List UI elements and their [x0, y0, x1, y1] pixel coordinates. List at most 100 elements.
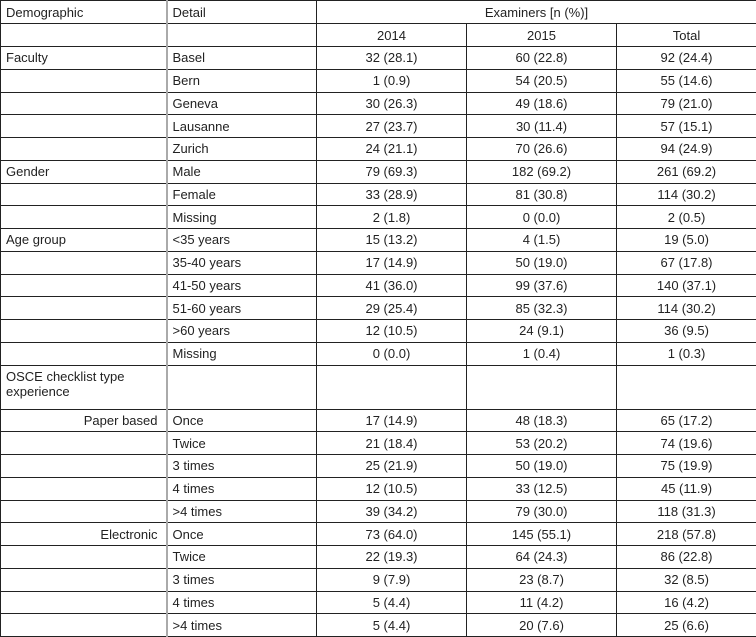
detail-cell: 3 times [167, 455, 317, 478]
group-cell [1, 342, 167, 365]
detail-cell: Lausanne [167, 115, 317, 138]
header-year-row: 2014 2015 Total [1, 24, 756, 47]
value-2014-cell: 12 (10.5) [317, 320, 467, 343]
value-2015-cell: 182 (69.2) [467, 160, 617, 183]
group-cell [1, 138, 167, 161]
table-row: OSCE checklist type experience [1, 365, 756, 409]
total-cell: 45 (11.9) [617, 477, 756, 500]
total-cell: 114 (30.2) [617, 297, 756, 320]
value-2014-cell: 79 (69.3) [317, 160, 467, 183]
total-cell: 19 (5.0) [617, 229, 756, 252]
total-cell: 118 (31.3) [617, 500, 756, 523]
value-2014-cell: 24 (21.1) [317, 138, 467, 161]
value-2015-cell: 48 (18.3) [467, 409, 617, 432]
value-2015-cell: 53 (20.2) [467, 432, 617, 455]
detail-cell: 3 times [167, 568, 317, 591]
value-2014-cell: 21 (18.4) [317, 432, 467, 455]
detail-cell: Female [167, 183, 317, 206]
detail-cell: 51-60 years [167, 297, 317, 320]
total-cell: 75 (19.9) [617, 455, 756, 478]
total-cell: 1 (0.3) [617, 342, 756, 365]
group-cell [1, 320, 167, 343]
value-2014-cell: 9 (7.9) [317, 568, 467, 591]
group-cell [1, 432, 167, 455]
total-cell: 94 (24.9) [617, 138, 756, 161]
group-cell: OSCE checklist type experience [1, 365, 167, 409]
detail-cell: Twice [167, 546, 317, 569]
value-2014-cell: 41 (36.0) [317, 274, 467, 297]
value-2015-cell: 49 (18.6) [467, 92, 617, 115]
value-2014-cell: 33 (28.9) [317, 183, 467, 206]
value-2014-cell: 25 (21.9) [317, 455, 467, 478]
value-2015-cell: 50 (19.0) [467, 455, 617, 478]
detail-cell: Once [167, 409, 317, 432]
group-cell: Age group [1, 229, 167, 252]
header-year-2014: 2014 [317, 24, 467, 47]
value-2015-cell: 0 (0.0) [467, 206, 617, 229]
header-detail: Detail [167, 1, 317, 24]
header-total: Total [617, 24, 756, 47]
total-cell: 92 (24.4) [617, 47, 756, 70]
group-cell [1, 251, 167, 274]
header-demographic: Demographic [1, 1, 167, 24]
total-cell: 86 (22.8) [617, 546, 756, 569]
detail-cell: Missing [167, 342, 317, 365]
value-2014-cell: 22 (19.3) [317, 546, 467, 569]
total-cell: 16 (4.2) [617, 591, 756, 614]
value-2014-cell: 17 (14.9) [317, 409, 467, 432]
header-empty [1, 24, 167, 47]
value-2014-cell: 12 (10.5) [317, 477, 467, 500]
value-2014-cell: 5 (4.4) [317, 614, 467, 637]
group-cell [1, 568, 167, 591]
detail-cell [167, 365, 317, 409]
header-year-2015: 2015 [467, 24, 617, 47]
value-2014-cell: 2 (1.8) [317, 206, 467, 229]
detail-cell: <35 years [167, 229, 317, 252]
total-cell: 140 (37.1) [617, 274, 756, 297]
value-2015-cell: 81 (30.8) [467, 183, 617, 206]
header-examiners: Examiners [n (%)] [317, 1, 756, 24]
group-cell [1, 546, 167, 569]
total-cell: 74 (19.6) [617, 432, 756, 455]
group-cell [1, 500, 167, 523]
value-2015-cell: 24 (9.1) [467, 320, 617, 343]
total-cell: 36 (9.5) [617, 320, 756, 343]
detail-cell: Basel [167, 47, 317, 70]
total-cell [617, 365, 756, 409]
detail-cell: Geneva [167, 92, 317, 115]
detail-cell: Twice [167, 432, 317, 455]
total-cell: 218 (57.8) [617, 523, 756, 546]
group-cell: Gender [1, 160, 167, 183]
group-cell: Electronic [1, 523, 167, 546]
detail-cell: Bern [167, 69, 317, 92]
detail-cell: 4 times [167, 477, 317, 500]
value-2015-cell: 145 (55.1) [467, 523, 617, 546]
value-2014-cell: 39 (34.2) [317, 500, 467, 523]
group-cell [1, 591, 167, 614]
detail-cell: >60 years [167, 320, 317, 343]
detail-cell: 41-50 years [167, 274, 317, 297]
total-cell: 261 (69.2) [617, 160, 756, 183]
value-2015-cell: 23 (8.7) [467, 568, 617, 591]
header-row: Demographic Detail Examiners [n (%)] [1, 1, 756, 24]
value-2014-cell: 30 (26.3) [317, 92, 467, 115]
total-cell: 114 (30.2) [617, 183, 756, 206]
group-cell [1, 274, 167, 297]
value-2015-cell: 1 (0.4) [467, 342, 617, 365]
value-2014-cell: 17 (14.9) [317, 251, 467, 274]
total-cell: 55 (14.6) [617, 69, 756, 92]
group-cell [1, 92, 167, 115]
